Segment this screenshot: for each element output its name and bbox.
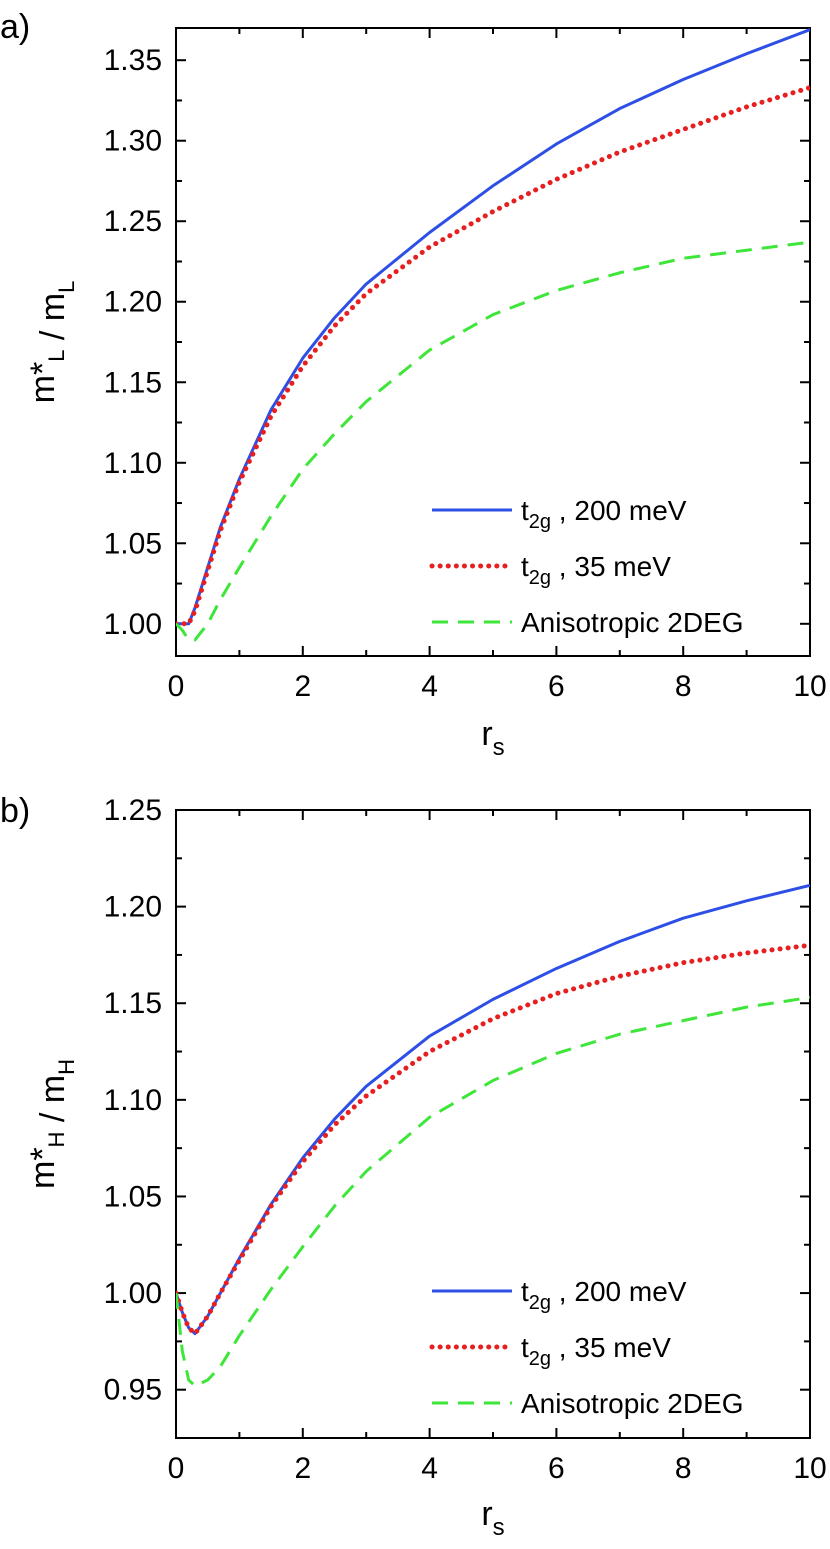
y-tick-label: 1.05 (104, 527, 162, 560)
y-tick-label: 1.15 (104, 987, 162, 1020)
x-tick-label: 0 (168, 670, 185, 703)
panel-label: a) (0, 8, 30, 46)
y-tick-label: 1.20 (104, 286, 162, 319)
y-tick-label: 0.95 (104, 1374, 162, 1407)
legend-entry: t2g , 200 meV (521, 1276, 687, 1314)
series-line-dotted (176, 85, 810, 627)
y-axis-label: m*H / mH (24, 1059, 79, 1189)
y-tick-label: 1.20 (104, 891, 162, 924)
y-tick-label: 1.00 (104, 608, 162, 641)
x-tick-label: 4 (421, 1452, 438, 1485)
x-axis-label: rs (481, 1495, 504, 1541)
panel-label: b) (0, 792, 30, 830)
x-tick-label: 8 (675, 670, 692, 703)
series-line-solid (176, 883, 810, 1336)
y-tick-label: 1.25 (104, 205, 162, 238)
panel-a: a) 0 2 4 6 8 10 1.00 1.05 1.10 1.15 1.20 1.25 1.30 1.3… (0, 8, 827, 761)
legend-entry: t2g , 35 meV (521, 1332, 671, 1370)
series-line-solid (176, 28, 810, 626)
plot-frame (175, 27, 811, 657)
y-tick-label: 1.15 (104, 366, 162, 399)
y-tick-label: 1.05 (104, 1180, 162, 1213)
series-line-dashed (176, 995, 810, 1388)
series-line-dotted (176, 942, 810, 1337)
y-tick-label: 1.10 (104, 1084, 162, 1117)
y-tick-label: 1.10 (104, 447, 162, 480)
x-tick-label: 6 (548, 670, 565, 703)
legend-entry: t2g , 35 meV (521, 551, 671, 589)
x-tick-label: 4 (421, 670, 438, 703)
x-tick-label: 2 (294, 670, 311, 703)
series-line-dashed (176, 240, 810, 642)
x-tick-label: 0 (168, 1452, 185, 1485)
plot-frame (175, 809, 811, 1439)
x-tick-label: 6 (548, 1452, 565, 1485)
panel-b: b) 0 2 4 6 8 10 0.95 1.00 1.05 1.10 1.15 1.20 1.25 rs m… (0, 792, 827, 1541)
x-tick-label: 8 (675, 1452, 692, 1485)
y-tick-label: 1.30 (104, 125, 162, 158)
x-tick-label: 10 (793, 1452, 826, 1485)
x-tick-label: 10 (793, 670, 826, 703)
x-axis-label: rs (481, 715, 504, 761)
x-tick-label: 2 (294, 1452, 311, 1485)
legend-entry: Anisotropic 2DEG (521, 607, 744, 638)
y-tick-label: 1.00 (104, 1277, 162, 1310)
legend-entry: t2g , 200 meV (521, 495, 687, 533)
y-tick-label: 1.25 (104, 794, 162, 827)
legend-entry: Anisotropic 2DEG (521, 1388, 744, 1419)
y-tick-label: 1.35 (104, 44, 162, 77)
y-axis-label: m*L / mL (24, 281, 79, 404)
